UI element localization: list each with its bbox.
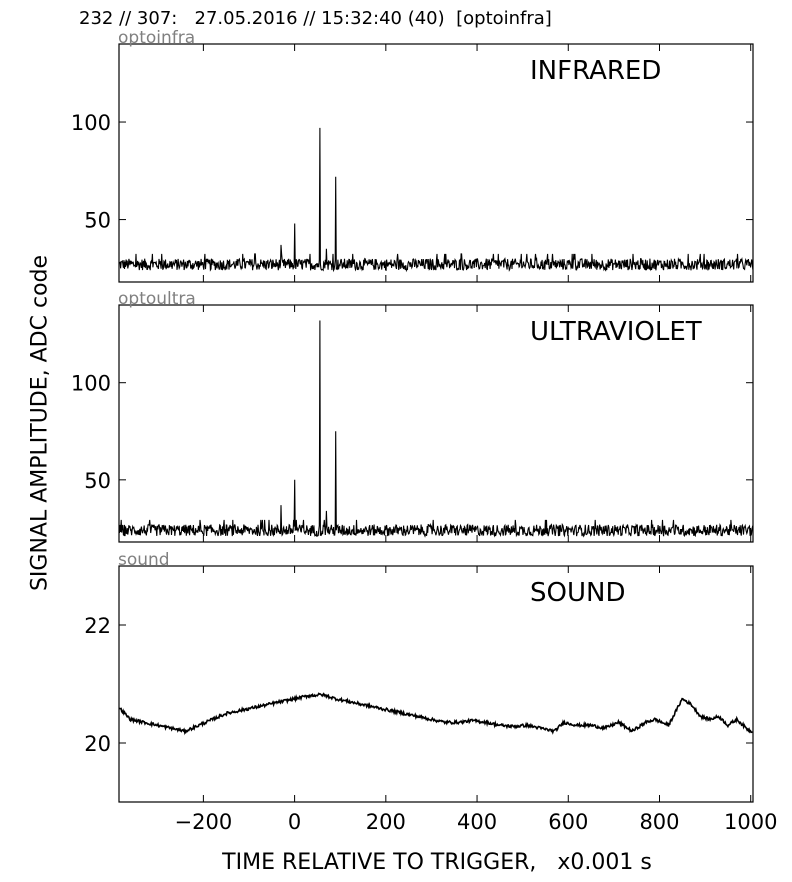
panel-2-frame — [118, 304, 754, 543]
panel-3-ytick-label: 20 — [84, 732, 111, 756]
panel-2-series-line — [118, 320, 754, 538]
panel-2-ytick-label: 100 — [71, 372, 111, 396]
panel-3-xtick-label: 800 — [639, 810, 679, 834]
panel-3-xtick-label: 0 — [288, 810, 301, 834]
panel-3-xtick-label: 1000 — [724, 810, 777, 834]
panel-1-frame — [118, 43, 754, 283]
panel-3-xtick-label: −200 — [175, 810, 233, 834]
panel-3-ytick-label: 22 — [84, 614, 111, 638]
panel-3-xtick-label: 200 — [366, 810, 406, 834]
panel-2-channel-label: optoultra — [118, 289, 196, 309]
x-axis-label: TIME RELATIVE TO TRIGGER, x0.001 s — [222, 850, 652, 875]
panel-1-series-line — [118, 127, 754, 273]
figure-header: 232 // 307: 27.05.2016 // 15:32:40 (40) … — [79, 8, 552, 29]
panel-1-title: INFRARED — [530, 56, 661, 86]
panel-3-xtick-label: 600 — [548, 810, 588, 834]
panel-1-ytick-label: 50 — [84, 209, 111, 233]
panel-3-series-line — [118, 692, 753, 736]
panel-2-ytick-label: 50 — [84, 469, 111, 493]
panel-3-frame — [118, 565, 754, 803]
panel-1-ytick-label: 100 — [71, 111, 111, 135]
panel-3-xtick-label: 400 — [457, 810, 497, 834]
panel-3-title: SOUND — [530, 578, 625, 608]
panel-2-title: ULTRAVIOLET — [530, 317, 702, 347]
panel-1-channel-label: optoinfra — [118, 28, 195, 48]
panel-3-channel-label: sound — [118, 550, 170, 570]
